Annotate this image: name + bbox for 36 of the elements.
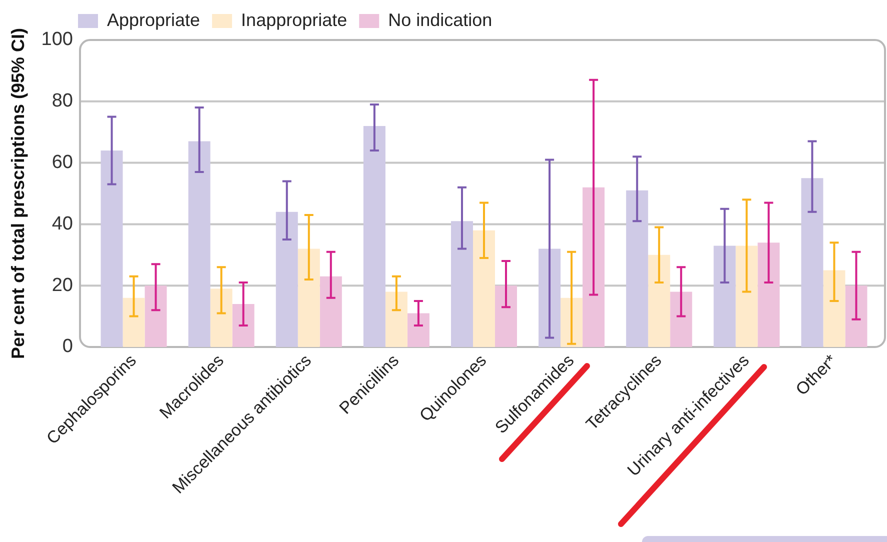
bar: [385, 292, 408, 347]
bar: [320, 276, 342, 347]
bar: [363, 126, 386, 347]
y-tick-label: 0: [62, 336, 73, 358]
legend-label: Inappropriate: [241, 10, 348, 30]
bar: [298, 248, 320, 347]
legend-label: Appropriate: [107, 10, 200, 30]
y-axis-title: Per cent of total prescriptions (95% CI): [8, 28, 28, 360]
y-tick-label: 100: [41, 29, 73, 50]
bar: [801, 178, 824, 347]
y-tick-label: 20: [52, 274, 73, 296]
bar: [823, 270, 846, 347]
bar: [144, 286, 167, 347]
bar: [450, 221, 473, 347]
y-tick-label: 60: [52, 152, 73, 174]
bar: [714, 246, 736, 347]
legend-label: No indication: [388, 10, 492, 30]
bar: [495, 286, 518, 347]
bar: [276, 212, 298, 347]
bar: [670, 292, 692, 347]
bar: [736, 246, 758, 347]
bar: [210, 288, 232, 347]
bar: [582, 187, 605, 347]
bar: [407, 313, 430, 347]
bar: [758, 242, 780, 347]
y-tick-label: 40: [52, 213, 73, 234]
bar: [188, 141, 210, 347]
y-tick-label: 80: [52, 90, 73, 112]
bar: [648, 254, 670, 347]
bar: [122, 298, 145, 347]
bar: [472, 230, 496, 347]
bar: [538, 248, 561, 347]
bar: [232, 304, 254, 347]
bar: [100, 150, 123, 347]
bar: [845, 286, 868, 347]
bar: [626, 190, 648, 347]
